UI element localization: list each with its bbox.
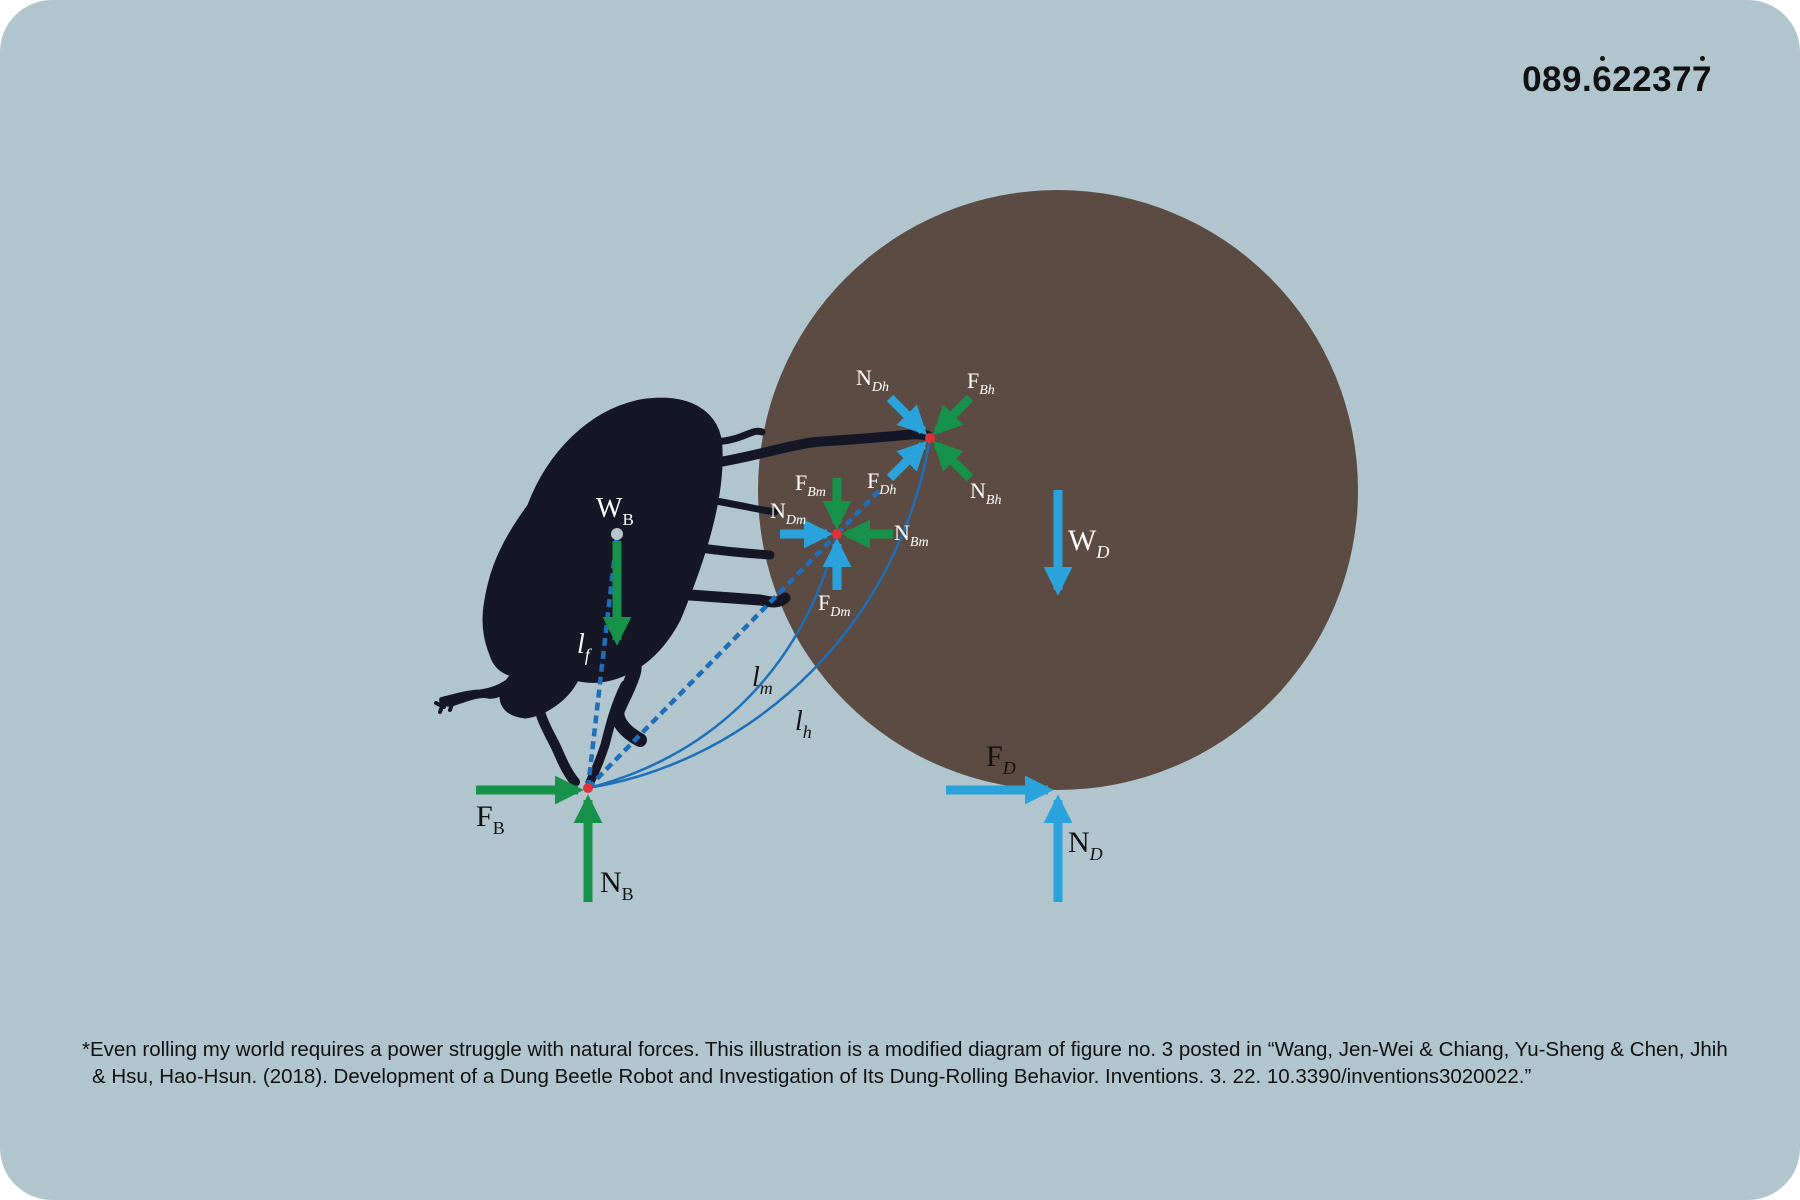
label-FDh: FDh — [867, 468, 896, 498]
label-FDm: FDm — [818, 590, 850, 620]
label-NBm: NBm — [894, 520, 929, 550]
force-NDh-arrow — [886, 394, 928, 436]
contact-point-hind-leg — [925, 433, 935, 443]
code-middle: 2237 — [1612, 60, 1693, 99]
force-FBh-arrow — [932, 394, 974, 436]
contact-point-middle-leg — [832, 529, 842, 539]
label-ND: ND — [1068, 826, 1103, 864]
caption-text: *Even rolling my world requires a power … — [82, 1038, 1728, 1088]
label-WD: WD — [1068, 524, 1109, 562]
label-lf: lf — [577, 629, 593, 665]
lever-lf — [585, 534, 620, 789]
code-prefix: 089. — [1522, 60, 1593, 99]
label-NDm: NDm — [770, 498, 806, 528]
label-WB: WB — [596, 493, 634, 529]
label-FB: FB — [476, 800, 505, 838]
beetle-center-of-mass — [611, 528, 623, 540]
force-FDh-arrow — [886, 440, 928, 482]
label-FBh: FBh — [967, 368, 995, 398]
force-NBh-arrow — [932, 440, 974, 482]
lever-lm — [587, 533, 839, 790]
label-lm: lm — [752, 662, 773, 698]
beetle-silhouette — [434, 397, 933, 787]
lever-dashed-upper — [835, 488, 882, 536]
label-NBh: NBh — [970, 478, 1001, 508]
label-NDh: NDh — [856, 365, 889, 395]
contact-point-ground — [583, 783, 593, 793]
code-number: 089.622377 — [1522, 56, 1712, 100]
label-lh: lh — [795, 706, 812, 742]
label-NB: NB — [600, 866, 634, 904]
label-FBm: FBm — [795, 470, 826, 500]
lever-dashed-mid — [586, 532, 839, 790]
lever-lh — [587, 437, 932, 790]
code-dotted-end: 7 — [1692, 56, 1712, 99]
lever-lines — [585, 437, 932, 790]
label-FD: FD — [986, 740, 1016, 778]
code-dotted-start: 6 — [1592, 56, 1613, 99]
